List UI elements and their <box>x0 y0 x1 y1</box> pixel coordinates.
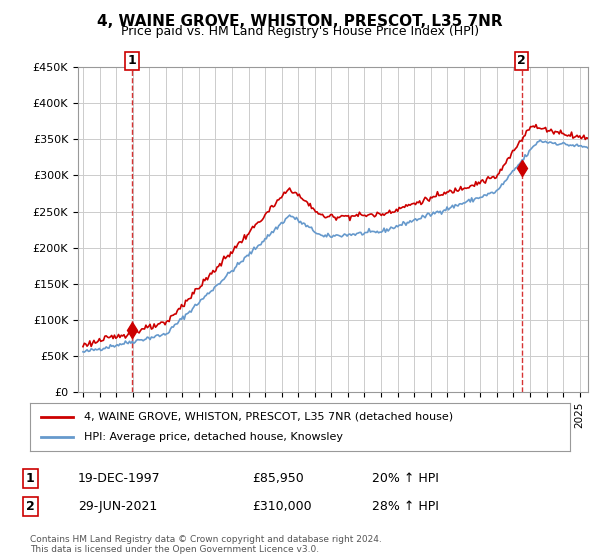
Text: 1: 1 <box>26 472 34 486</box>
Text: HPI: Average price, detached house, Knowsley: HPI: Average price, detached house, Know… <box>84 432 343 442</box>
Text: 4, WAINE GROVE, WHISTON, PRESCOT, L35 7NR (detached house): 4, WAINE GROVE, WHISTON, PRESCOT, L35 7N… <box>84 412 453 422</box>
Text: 28% ↑ HPI: 28% ↑ HPI <box>372 500 439 514</box>
Text: 29-JUN-2021: 29-JUN-2021 <box>78 500 157 514</box>
Text: 1: 1 <box>128 54 137 67</box>
Text: 2: 2 <box>26 500 34 514</box>
Text: 20% ↑ HPI: 20% ↑ HPI <box>372 472 439 486</box>
Text: £310,000: £310,000 <box>252 500 311 514</box>
Text: £85,950: £85,950 <box>252 472 304 486</box>
Text: Price paid vs. HM Land Registry's House Price Index (HPI): Price paid vs. HM Land Registry's House … <box>121 25 479 38</box>
Text: 2: 2 <box>517 54 526 67</box>
Text: 19-DEC-1997: 19-DEC-1997 <box>78 472 161 486</box>
Text: Contains HM Land Registry data © Crown copyright and database right 2024.
This d: Contains HM Land Registry data © Crown c… <box>30 535 382 554</box>
Text: 4, WAINE GROVE, WHISTON, PRESCOT, L35 7NR: 4, WAINE GROVE, WHISTON, PRESCOT, L35 7N… <box>97 14 503 29</box>
